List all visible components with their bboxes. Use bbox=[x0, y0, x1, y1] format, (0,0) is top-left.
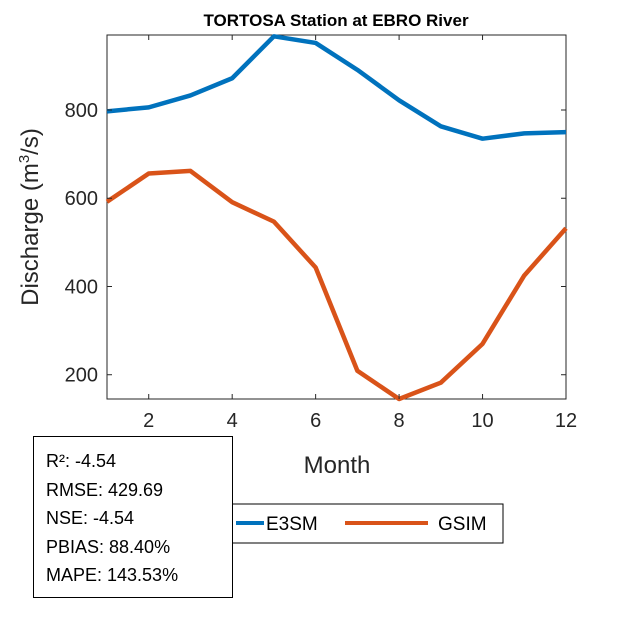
y-tick-label: 200 bbox=[65, 365, 98, 387]
y-axis-label-superscript: 3 bbox=[16, 155, 33, 163]
y-tick-label: 600 bbox=[65, 188, 98, 210]
metric-rmse: RMSE: 429.69 bbox=[46, 479, 164, 500]
x-tick-label: 8 bbox=[394, 410, 405, 432]
legend-label-gsim: GSIM bbox=[438, 514, 487, 535]
y-axis-label: Discharge (m3/s) bbox=[16, 128, 44, 306]
x-tick-label: 10 bbox=[471, 410, 493, 432]
x-axis-label: Month bbox=[304, 452, 371, 479]
chart-title: TORTOSA Station at EBRO River bbox=[203, 11, 469, 30]
metric-r2: R²: -4.54 bbox=[46, 451, 117, 471]
plot-area bbox=[106, 34, 567, 400]
axis-ticks: 2 4 6 8 10 12 200 400 600 800 bbox=[65, 35, 577, 432]
x-tick-label: 2 bbox=[143, 410, 154, 432]
x-tick-label: 4 bbox=[227, 410, 238, 432]
legend: E3SM GSIM bbox=[227, 503, 504, 544]
legend-label-e3sm: E3SM bbox=[266, 514, 318, 535]
series-layer bbox=[105, 34, 568, 402]
y-tick-label: 800 bbox=[65, 100, 98, 122]
metric-nse: NSE: -4.54 bbox=[46, 508, 135, 528]
x-tick-label: 12 bbox=[555, 410, 577, 432]
metric-pbias: PBIAS: 88.40% bbox=[46, 536, 171, 557]
series-line-gsim bbox=[105, 168, 568, 402]
x-tick-label: 6 bbox=[310, 410, 321, 432]
metrics-box: R²: -4.54 RMSE: 429.69 NSE: -4.54 PBIAS:… bbox=[33, 436, 233, 598]
metric-mape: MAPE: 143.53% bbox=[46, 565, 179, 585]
series-line-e3sm bbox=[106, 34, 567, 141]
y-tick-label: 400 bbox=[65, 276, 98, 298]
y-axis-label-main: Discharge (m bbox=[17, 163, 44, 306]
y-axis-label-tail: /s) bbox=[17, 128, 44, 155]
